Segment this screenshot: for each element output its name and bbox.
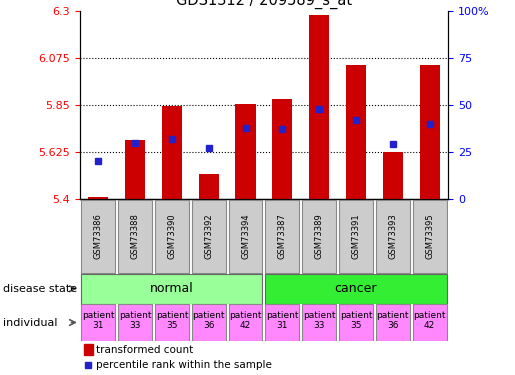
FancyBboxPatch shape bbox=[413, 200, 447, 273]
Text: GSM73387: GSM73387 bbox=[278, 213, 287, 259]
FancyBboxPatch shape bbox=[376, 200, 410, 273]
Bar bbox=[265, 304, 299, 341]
Text: GSM73386: GSM73386 bbox=[94, 213, 102, 259]
Text: GSM73394: GSM73394 bbox=[241, 213, 250, 259]
Bar bbox=[272, 99, 293, 199]
Text: GSM73391: GSM73391 bbox=[352, 213, 360, 259]
Bar bbox=[81, 274, 263, 304]
Bar bbox=[199, 174, 219, 199]
Bar bbox=[81, 304, 115, 341]
Text: disease state: disease state bbox=[3, 284, 77, 294]
Text: patient
42: patient 42 bbox=[229, 311, 262, 330]
Text: GSM73393: GSM73393 bbox=[388, 213, 397, 259]
Text: percentile rank within the sample: percentile rank within the sample bbox=[96, 360, 272, 370]
Bar bbox=[265, 274, 447, 304]
Text: patient
31: patient 31 bbox=[82, 311, 114, 330]
Text: patient
31: patient 31 bbox=[266, 311, 299, 330]
Text: patient
36: patient 36 bbox=[193, 311, 225, 330]
FancyBboxPatch shape bbox=[339, 200, 373, 273]
Bar bbox=[155, 304, 189, 341]
Bar bbox=[192, 304, 226, 341]
Bar bbox=[118, 304, 152, 341]
Bar bbox=[88, 196, 108, 199]
FancyBboxPatch shape bbox=[229, 200, 263, 273]
Bar bbox=[413, 304, 447, 341]
Bar bbox=[376, 304, 410, 341]
Bar bbox=[420, 65, 440, 199]
Bar bbox=[235, 104, 255, 199]
FancyBboxPatch shape bbox=[265, 200, 299, 273]
Text: patient
42: patient 42 bbox=[414, 311, 446, 330]
Title: GDS1312 / 209589_s_at: GDS1312 / 209589_s_at bbox=[176, 0, 352, 9]
Text: patient
35: patient 35 bbox=[156, 311, 188, 330]
FancyBboxPatch shape bbox=[302, 200, 336, 273]
FancyBboxPatch shape bbox=[155, 200, 189, 273]
Text: patient
36: patient 36 bbox=[376, 311, 409, 330]
Text: cancer: cancer bbox=[335, 282, 377, 295]
Text: transformed count: transformed count bbox=[96, 345, 194, 355]
Bar bbox=[162, 106, 182, 199]
Text: GSM73389: GSM73389 bbox=[315, 213, 323, 259]
Text: normal: normal bbox=[150, 282, 194, 295]
FancyBboxPatch shape bbox=[81, 200, 115, 273]
Bar bbox=[383, 152, 403, 199]
Text: patient
33: patient 33 bbox=[119, 311, 151, 330]
Bar bbox=[309, 15, 329, 199]
Text: patient
35: patient 35 bbox=[340, 311, 372, 330]
Text: individual: individual bbox=[3, 318, 57, 327]
Text: GSM73388: GSM73388 bbox=[131, 213, 140, 259]
Bar bbox=[83, 344, 93, 355]
Text: patient
33: patient 33 bbox=[303, 311, 335, 330]
Bar bbox=[346, 65, 366, 199]
FancyBboxPatch shape bbox=[118, 200, 152, 273]
Bar bbox=[125, 140, 145, 199]
Text: GSM73395: GSM73395 bbox=[425, 213, 434, 259]
Bar bbox=[229, 304, 263, 341]
Text: GSM73390: GSM73390 bbox=[167, 213, 176, 259]
Bar bbox=[339, 304, 373, 341]
Bar bbox=[302, 304, 336, 341]
Text: GSM73392: GSM73392 bbox=[204, 213, 213, 259]
FancyBboxPatch shape bbox=[192, 200, 226, 273]
